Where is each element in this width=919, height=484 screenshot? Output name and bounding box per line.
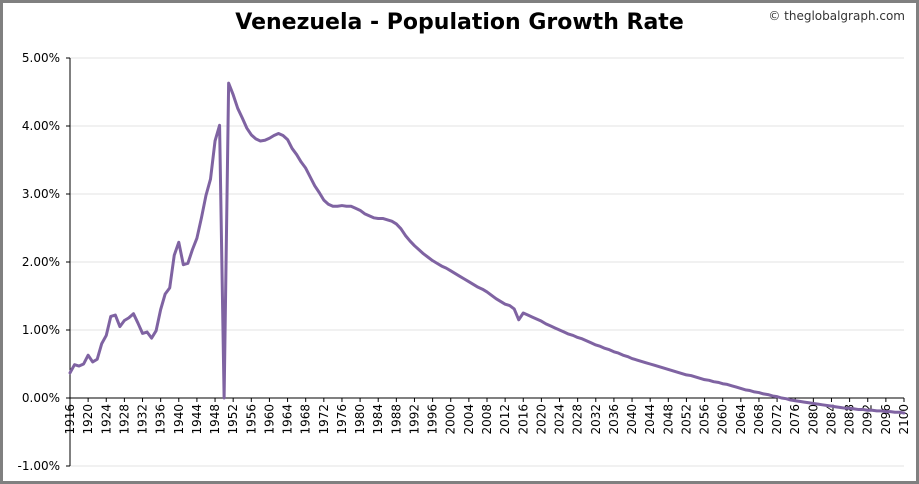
x-tick-label: 1944 (190, 404, 204, 435)
y-tick-label: 1.00% (22, 323, 60, 337)
series-lines (68, 81, 906, 415)
source-credit: © theglobalgraph.com (768, 9, 905, 23)
x-tick-label: 2012 (498, 404, 512, 435)
x-tick-label: 1988 (389, 404, 403, 435)
x-tick-label: 1964 (281, 404, 295, 435)
y-tick-label: 0.00% (22, 391, 60, 405)
x-tick-label: 2020 (534, 404, 548, 435)
y-tick-label: 2.00% (22, 255, 60, 269)
x-tick-label: 2096 (879, 404, 893, 435)
y-tick-label: 3.00% (22, 187, 60, 201)
x-tick-label: 2064 (734, 404, 748, 435)
x-tick-label: 1996 (426, 404, 440, 435)
x-tick-label: 2088 (843, 404, 857, 435)
x-tick-label: 2040 (625, 404, 639, 435)
x-tick-label: 2004 (462, 404, 476, 435)
y-tick-label: 4.00% (22, 119, 60, 133)
axes (66, 57, 905, 467)
x-tick-label: 1960 (262, 404, 276, 435)
x-tick-label: 1936 (154, 404, 168, 435)
x-axis-ticks: 1916 1920 1924 1928 1932 1936 1940 1944 1948 1952… (63, 404, 911, 435)
x-tick-label: 1920 (81, 404, 95, 435)
x-tick-label: 1956 (244, 404, 258, 435)
x-tick-label: 2080 (806, 404, 820, 435)
x-tick-label: 2044 (643, 404, 657, 435)
x-tick-label: 1984 (371, 404, 385, 435)
y-tick-label: 5.00% (22, 51, 60, 65)
x-tick-label: 2016 (516, 404, 530, 435)
x-tick-label: 1924 (99, 404, 113, 435)
x-tick-label: 2008 (480, 404, 494, 435)
x-tick-label: 2100 (897, 404, 911, 435)
x-tick-label: 2000 (444, 404, 458, 435)
x-tick-label: 1980 (353, 404, 367, 435)
x-tick-label: 2028 (571, 404, 585, 435)
x-tick-label: 2048 (661, 404, 675, 435)
y-tick-label: -1.00% (18, 459, 60, 473)
x-tick-label: 1992 (407, 404, 421, 435)
x-tick-label: 1932 (136, 404, 150, 435)
x-tick-label: 1928 (117, 404, 131, 435)
x-tick-label: 2076 (788, 404, 802, 435)
x-tick-label: 2084 (824, 404, 838, 435)
x-tick-label: 1972 (317, 404, 331, 435)
x-tick-label: 2072 (770, 404, 784, 435)
x-tick-label: 1968 (299, 404, 313, 435)
x-tick-label: 1940 (172, 404, 186, 435)
y-axis-ticks: 5.00% 4.00% 3.00% 2.00% 1.00% 0.00% -1.00% (18, 51, 60, 473)
series-line-0 (68, 81, 906, 415)
x-tick-label: 1916 (63, 404, 77, 435)
x-tick-label: 1976 (335, 404, 349, 435)
x-tick-label: 2032 (589, 404, 603, 435)
x-tick-label: 1952 (226, 404, 240, 435)
x-tick-label: 1948 (208, 404, 222, 435)
x-tick-label: 2068 (752, 404, 766, 435)
x-tick-label: 2060 (716, 404, 730, 435)
chart-title: Venezuela - Population Growth Rate (235, 10, 684, 35)
x-tick-label: 2024 (553, 404, 567, 435)
x-tick-label: 2056 (698, 404, 712, 435)
x-tick-label: 2036 (607, 404, 621, 435)
x-tick-label: 2052 (679, 404, 693, 435)
